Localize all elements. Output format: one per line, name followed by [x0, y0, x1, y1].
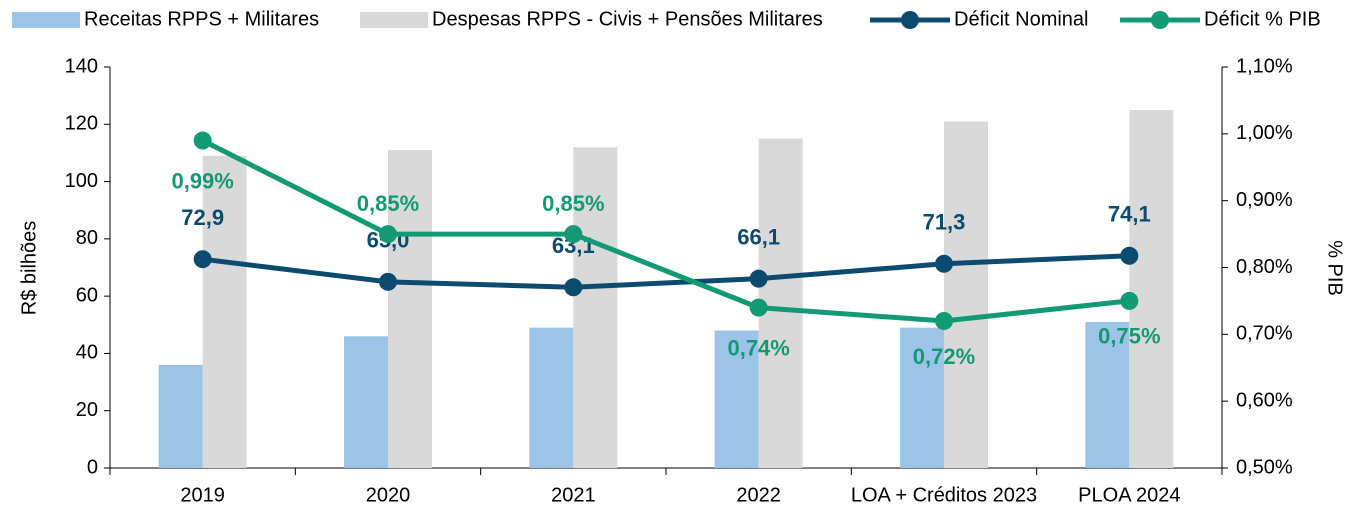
data-label: 0,72% [913, 344, 975, 369]
line-marker [935, 311, 953, 330]
y-axis-title: R$ bilhões [18, 221, 40, 316]
data-label: 0,99% [171, 168, 233, 193]
legend-marker [901, 11, 919, 29]
x-tick-label: 2020 [366, 484, 411, 506]
bar [900, 327, 944, 468]
y2-tick-label: 1,10% [1236, 55, 1293, 77]
x-tick-label: 2019 [180, 484, 225, 506]
data-label: 0,85% [542, 191, 604, 216]
legend-label: Déficit % PIB [1204, 8, 1321, 30]
bar [202, 155, 247, 469]
bar [573, 147, 618, 468]
legend-label: Despesas RPPS - Civis + Pensões Militare… [432, 8, 823, 30]
data-label: 0,85% [357, 191, 419, 216]
y2-axis-title: % PIB [1324, 240, 1346, 296]
data-label: 72,9 [181, 205, 224, 230]
line-marker [1120, 246, 1139, 265]
y-tick-label: 40 [76, 342, 98, 364]
y2-tick-label: 0,80% [1236, 256, 1293, 278]
bar [944, 121, 988, 469]
y-tick-label: 60 [76, 284, 98, 306]
legend-marker [1151, 11, 1169, 29]
line-marker [193, 131, 212, 150]
line-marker [935, 254, 953, 273]
x-tick-label: 2021 [551, 484, 596, 506]
y2-tick-label: 0,50% [1236, 456, 1293, 478]
bar [158, 364, 203, 468]
legend-label: Receitas RPPS + Militares [84, 8, 319, 30]
y2-tick-label: 0,60% [1236, 389, 1293, 411]
y2-tick-label: 1,00% [1236, 122, 1293, 144]
bar [1085, 321, 1130, 468]
data-label: 71,3 [923, 210, 966, 235]
y-tick-label: 20 [76, 399, 98, 421]
line-marker [1120, 291, 1139, 310]
y-tick-label: 120 [65, 113, 98, 135]
data-label: 74,1 [1108, 202, 1151, 227]
bar [344, 336, 388, 468]
legend-swatch [360, 12, 428, 28]
y-tick-label: 80 [76, 227, 98, 249]
bar [388, 150, 432, 469]
x-tick-label: LOA + Créditos 2023 [851, 484, 1037, 506]
x-tick-label: 2022 [736, 484, 781, 506]
data-label: 0,75% [1098, 324, 1160, 349]
bar [529, 327, 574, 468]
line-series [202, 253, 1130, 290]
legend-label: Déficit Nominal [954, 8, 1088, 30]
y2-tick-label: 0,70% [1236, 323, 1293, 345]
line-marker [564, 225, 583, 244]
data-label: 0,74% [727, 335, 789, 360]
data-label: 66,1 [737, 224, 780, 249]
y2-tick-label: 0,90% [1236, 189, 1293, 211]
bar [714, 330, 759, 468]
line-marker [564, 278, 583, 297]
x-tick-label: PLOA 2024 [1078, 484, 1180, 506]
legend-swatch [12, 12, 80, 28]
y-tick-label: 100 [65, 170, 98, 192]
line-marker [749, 269, 768, 288]
y-tick-label: 140 [65, 55, 98, 77]
line-marker [193, 250, 212, 269]
y-tick-label: 0 [87, 456, 98, 478]
line-series [201, 138, 1130, 324]
line-marker [749, 298, 768, 317]
line-marker [379, 225, 397, 244]
line-marker [379, 272, 397, 291]
bar [1129, 109, 1174, 468]
